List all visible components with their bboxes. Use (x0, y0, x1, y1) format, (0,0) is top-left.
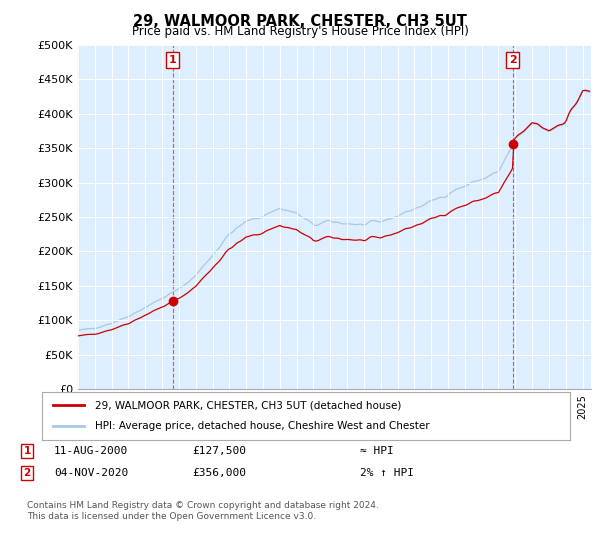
Text: ≈ HPI: ≈ HPI (360, 446, 394, 456)
Text: 2: 2 (509, 55, 517, 65)
Text: 11-AUG-2000: 11-AUG-2000 (54, 446, 128, 456)
Text: 04-NOV-2020: 04-NOV-2020 (54, 468, 128, 478)
Text: 2: 2 (23, 468, 31, 478)
Text: Price paid vs. HM Land Registry's House Price Index (HPI): Price paid vs. HM Land Registry's House … (131, 25, 469, 38)
Text: £356,000: £356,000 (192, 468, 246, 478)
Text: HPI: Average price, detached house, Cheshire West and Chester: HPI: Average price, detached house, Ches… (95, 421, 430, 431)
Text: 1: 1 (23, 446, 31, 456)
Text: £127,500: £127,500 (192, 446, 246, 456)
Text: 29, WALMOOR PARK, CHESTER, CH3 5UT: 29, WALMOOR PARK, CHESTER, CH3 5UT (133, 14, 467, 29)
Text: 2% ↑ HPI: 2% ↑ HPI (360, 468, 414, 478)
Text: 29, WALMOOR PARK, CHESTER, CH3 5UT (detached house): 29, WALMOOR PARK, CHESTER, CH3 5UT (deta… (95, 400, 401, 410)
Text: Contains HM Land Registry data © Crown copyright and database right 2024.
This d: Contains HM Land Registry data © Crown c… (27, 501, 379, 521)
Text: 1: 1 (169, 55, 176, 65)
